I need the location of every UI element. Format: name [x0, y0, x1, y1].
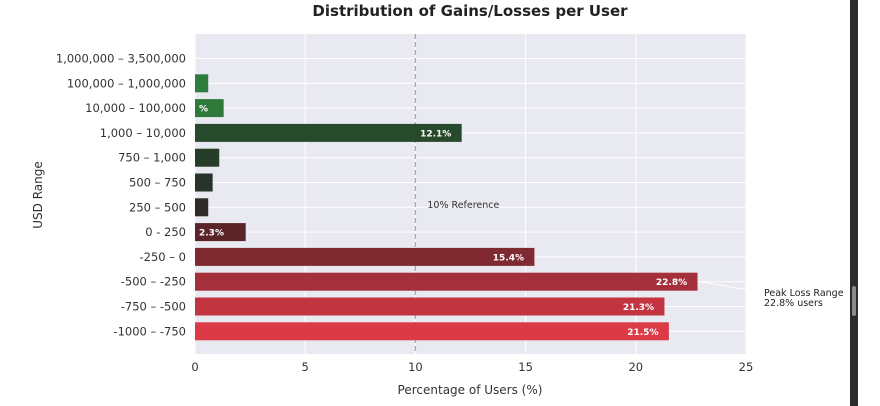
annotation-arrow	[699, 281, 761, 293]
bar	[195, 74, 209, 93]
y-tick-label: 1,000 – 10,000	[100, 126, 186, 140]
x-tick-labels: 0 5 10 15 20 25	[191, 360, 753, 374]
bar-data-label: 15.4%	[493, 253, 524, 263]
bars-group	[195, 74, 698, 341]
bar	[195, 173, 213, 192]
chart-title: Distribution of Gains/Losses per User	[312, 2, 628, 20]
bar	[195, 148, 220, 167]
y-tick-label: 1,000,000 – 3,500,000	[56, 52, 186, 66]
x-axis-label: Percentage of Users (%)	[398, 383, 543, 397]
x-tick-label: 0	[191, 360, 198, 374]
y-tick-label: -750 – -500	[121, 300, 186, 314]
bar	[195, 247, 535, 266]
x-tick-label: 5	[302, 360, 309, 374]
annotation-text-line1: Peak Loss Range	[764, 288, 844, 299]
y-tick-labels: 1,000,000 – 3,500,000 100,000 – 1,000,000…	[56, 52, 186, 339]
bar-data-label: 12.1%	[420, 129, 451, 139]
bar	[195, 322, 669, 341]
bar-data-label: 21.5%	[627, 328, 658, 338]
y-tick-label: 100,000 – 1,000,000	[67, 76, 186, 90]
bar	[195, 297, 665, 316]
x-tick-label: 25	[739, 360, 754, 374]
bar	[195, 123, 462, 142]
bar-labels-group: % 12.1% 2.3% 15.4% 22.8% 21.3% 21.5%	[199, 105, 687, 338]
y-tick-label: -250 – 0	[140, 250, 186, 264]
bar-data-label: 2.3%	[199, 229, 224, 239]
scrollbar-thumb[interactable]	[852, 286, 856, 316]
x-tick-label: 10	[408, 360, 423, 374]
bar-data-label: %	[199, 105, 208, 115]
y-tick-label: 750 – 1,000	[118, 151, 186, 165]
bar	[195, 198, 209, 217]
y-tick-label: -1000 – -750	[113, 324, 186, 338]
bar	[195, 272, 698, 291]
y-tick-label: -500 – -250	[121, 275, 186, 289]
x-tick-label: 15	[518, 360, 533, 374]
bar-data-label: 22.8%	[656, 278, 687, 288]
annotation-text-line2: 22.8% users	[764, 298, 823, 309]
bar	[195, 223, 246, 242]
bar	[195, 99, 224, 118]
reference-line-label: 10% Reference	[427, 200, 499, 211]
y-axis-label: USD Range	[31, 161, 45, 229]
y-tick-label: 0 - 250	[145, 225, 186, 239]
y-tick-label: 500 – 750	[129, 176, 186, 190]
x-tick-label: 20	[628, 360, 643, 374]
y-tick-label: 10,000 – 100,000	[85, 101, 186, 115]
y-tick-label: 250 – 500	[129, 200, 186, 214]
bar-data-label: 21.3%	[623, 303, 654, 313]
window-edge-scrollbar[interactable]	[850, 0, 858, 406]
